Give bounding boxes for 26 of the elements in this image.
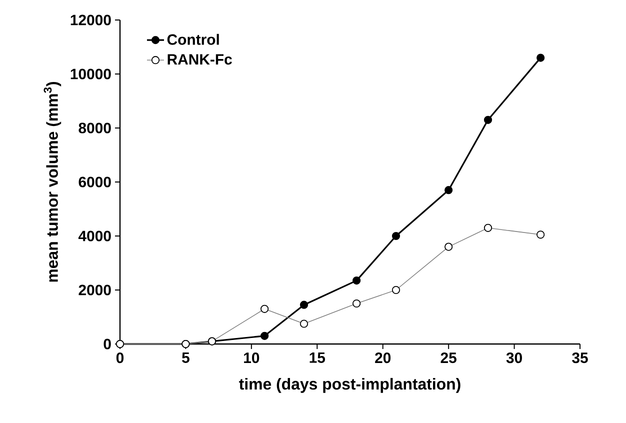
point bbox=[352, 276, 361, 285]
x-tick-label: 5 bbox=[182, 352, 190, 363]
legend-label: RANK-Fc bbox=[168, 54, 232, 65]
point bbox=[260, 332, 269, 340]
y-tick-label: 8000 bbox=[78, 122, 111, 134]
y-tick-label: 0 bbox=[104, 338, 111, 350]
y-tick-label: 4000 bbox=[78, 230, 111, 242]
x-tick-label: 20 bbox=[375, 352, 391, 364]
y-tick-label: 2000 bbox=[78, 284, 111, 296]
point bbox=[484, 116, 492, 124]
y-tick-label: 12000 bbox=[70, 14, 111, 26]
x-tick-label: 30 bbox=[506, 352, 522, 364]
x-axis-title: time (days post-implantation) bbox=[239, 378, 460, 393]
legend-label: Control bbox=[167, 34, 219, 45]
point bbox=[392, 232, 400, 240]
point bbox=[444, 186, 453, 194]
x-tick-label: 0 bbox=[116, 352, 124, 364]
point bbox=[300, 300, 308, 309]
x-tick-label: 35 bbox=[572, 352, 588, 364]
y-tick-label: 10000 bbox=[70, 68, 111, 80]
x-tick-label: 15 bbox=[310, 352, 326, 363]
y-tick-label: 6000 bbox=[78, 176, 111, 188]
x-tick-label: 25 bbox=[440, 352, 456, 364]
x-tick-label: 10 bbox=[244, 352, 260, 364]
point bbox=[536, 54, 545, 62]
y-axis-title: mean tumor volume (mm$^{3}$) bbox=[44, 82, 62, 282]
